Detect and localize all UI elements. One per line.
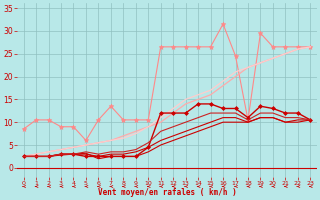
X-axis label: Vent moyen/en rafales ( km/h ): Vent moyen/en rafales ( km/h )	[98, 188, 236, 197]
